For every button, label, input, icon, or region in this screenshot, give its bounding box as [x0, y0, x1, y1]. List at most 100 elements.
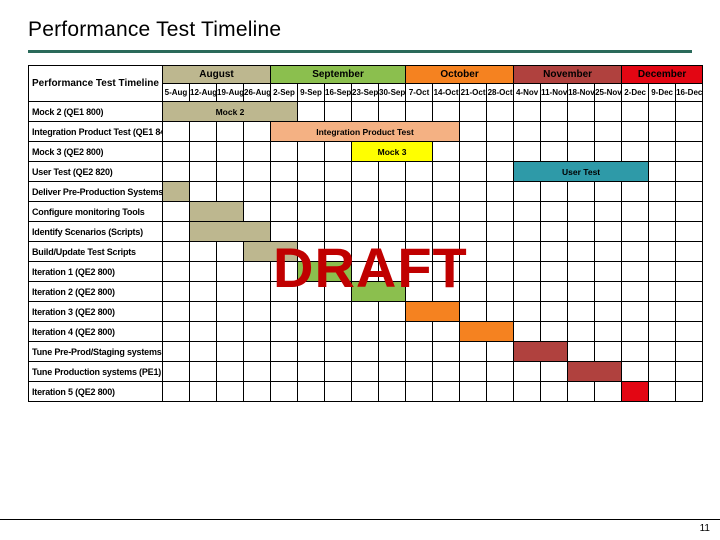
- gantt-cell: [271, 202, 298, 222]
- gantt-cell: [676, 302, 703, 322]
- gantt-cell: [406, 282, 433, 302]
- gantt-cell: [568, 322, 595, 342]
- gantt-row: User Test (QE2 820)User Test: [29, 162, 703, 182]
- gantt-row: Iteration 1 (QE2 800): [29, 262, 703, 282]
- gantt-cell: [217, 242, 244, 262]
- row-label: Build/Update Test Scripts: [29, 242, 163, 262]
- gantt-bar: Mock 3: [352, 142, 433, 162]
- gantt-cell: [325, 202, 352, 222]
- gantt-cell: [244, 382, 271, 402]
- gantt-row: Tune Production systems (PE1): [29, 362, 703, 382]
- footer-rule: [0, 519, 720, 520]
- gantt-cell: [649, 202, 676, 222]
- gantt-bar: [190, 202, 244, 222]
- gantt-cell: [298, 382, 325, 402]
- week-header: 18-Nov: [568, 84, 595, 102]
- gantt-bar: [163, 182, 190, 202]
- gantt-cell: [406, 202, 433, 222]
- gantt-row: Iteration 5 (QE2 800): [29, 382, 703, 402]
- gantt-cell: [622, 342, 649, 362]
- gantt-cell: [649, 342, 676, 362]
- gantt-cell: [217, 362, 244, 382]
- gantt-cell: [271, 302, 298, 322]
- gantt-cell: [406, 102, 433, 122]
- gantt-row: Iteration 4 (QE2 800): [29, 322, 703, 342]
- gantt-cell: [406, 182, 433, 202]
- gantt-table: Performance Test TimelineAugustSeptember…: [28, 65, 703, 402]
- gantt-cell: [487, 202, 514, 222]
- gantt-cell: [271, 182, 298, 202]
- gantt-cell: [568, 122, 595, 142]
- gantt-cell: [487, 162, 514, 182]
- gantt-cell: [163, 222, 190, 242]
- gantt-cell: [622, 262, 649, 282]
- gantt-cell: [541, 142, 568, 162]
- gantt-cell: [568, 202, 595, 222]
- month-header: December: [622, 66, 703, 84]
- gantt-cell: [190, 322, 217, 342]
- week-header: 16-Sep: [325, 84, 352, 102]
- gantt-cell: [244, 262, 271, 282]
- gantt-cell: [271, 342, 298, 362]
- page-number: 11: [700, 523, 710, 534]
- gantt-cell: [460, 302, 487, 322]
- gantt-cell: [433, 362, 460, 382]
- gantt-cell: [595, 302, 622, 322]
- gantt-cell: [406, 342, 433, 362]
- gantt-cell: [433, 382, 460, 402]
- gantt-bar: Mock 2: [163, 102, 298, 122]
- gantt-cell: [217, 142, 244, 162]
- gantt-bar: [190, 222, 271, 242]
- gantt-cell: [595, 122, 622, 142]
- gantt-cell: [163, 302, 190, 322]
- gantt-cell: [595, 342, 622, 362]
- gantt-cell: [622, 142, 649, 162]
- gantt-cell: [217, 282, 244, 302]
- gantt-cell: [676, 122, 703, 142]
- gantt-cell: [622, 322, 649, 342]
- row-label: Configure monitoring Tools: [29, 202, 163, 222]
- gantt-cell: [406, 222, 433, 242]
- gantt-cell: [190, 262, 217, 282]
- row-label: Iteration 5 (QE2 800): [29, 382, 163, 402]
- gantt-cell: [190, 302, 217, 322]
- gantt-cell: [298, 102, 325, 122]
- gantt-cell: [325, 242, 352, 262]
- gantt-cell: [352, 342, 379, 362]
- week-header: 19-Aug: [217, 84, 244, 102]
- gantt-cell: [514, 142, 541, 162]
- row-label: Iteration 2 (QE2 800): [29, 282, 163, 302]
- gantt-cell: [622, 122, 649, 142]
- gantt-cell: [352, 262, 379, 282]
- gantt-bar: [460, 322, 514, 342]
- gantt-cell: [460, 162, 487, 182]
- gantt-cell: [622, 182, 649, 202]
- gantt-cell: [271, 262, 298, 282]
- gantt-corner: Performance Test Timeline: [29, 66, 163, 102]
- gantt-cell: [541, 182, 568, 202]
- row-label: Mock 2 (QE1 800): [29, 102, 163, 122]
- gantt-cell: [487, 122, 514, 142]
- gantt-cell: [568, 282, 595, 302]
- week-header: 23-Sep: [352, 84, 379, 102]
- gantt-cell: [190, 282, 217, 302]
- gantt-cell: [325, 182, 352, 202]
- gantt-cell: [514, 262, 541, 282]
- week-header: 16-Dec: [676, 84, 703, 102]
- gantt-cell: [379, 182, 406, 202]
- gantt-cell: [460, 142, 487, 162]
- gantt-cell: [595, 242, 622, 262]
- gantt-cell: [271, 322, 298, 342]
- gantt-cell: [487, 362, 514, 382]
- gantt-cell: [460, 342, 487, 362]
- gantt-cell: [487, 102, 514, 122]
- week-header: 21-Oct: [460, 84, 487, 102]
- gantt-cell: [541, 382, 568, 402]
- gantt-cell: [460, 122, 487, 142]
- gantt-cell: [352, 322, 379, 342]
- gantt-cell: [271, 162, 298, 182]
- gantt-cell: [298, 202, 325, 222]
- gantt-cell: [325, 102, 352, 122]
- row-label: Identify Scenarios (Scripts): [29, 222, 163, 242]
- gantt-cell: [514, 102, 541, 122]
